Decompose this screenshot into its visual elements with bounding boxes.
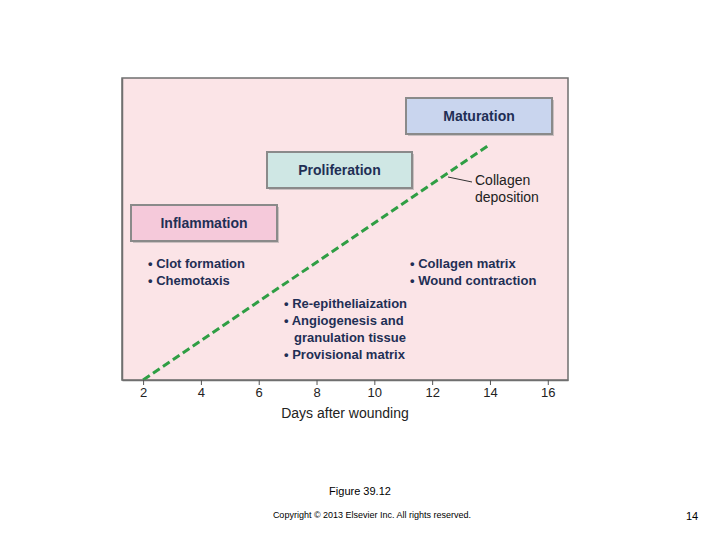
x-tick-label: 8 [313,385,320,400]
x-tick: 6 [256,380,263,400]
phase-box [267,152,412,188]
phase-box [131,205,277,241]
phase-item: • Angiogenesis and [284,313,404,328]
annotations: Inflammation • Clot formation • Chemotaxis… [131,98,554,362]
x-tick: 12 [425,380,439,400]
leader-line [448,177,472,182]
x-tick: 4 [198,380,205,400]
x-axis-title: Days after wounding [281,405,409,421]
collagen-line [143,144,490,380]
phase-item: • Collagen matrix [410,256,516,271]
phase: Inflammation • Clot formation • Chemotaxis [131,205,279,288]
x-axis-line [123,380,569,382]
caption: Figure 39.12 [329,485,391,497]
x-tick-label: 12 [425,385,439,400]
phase: Proliferation • Re-epitheliaization • Angi… [267,152,414,362]
phase-item: • Clot formation [148,256,245,271]
x-tick: 2 [140,380,147,400]
x-axis: 2 4 6 8 10 12 14 16 [123,380,569,400]
y-axis-line [122,79,124,381]
phase-item: granulation tissue [294,330,406,345]
phase-item: • Chemotaxis [148,273,230,288]
y-axis [122,79,123,381]
phase-title: Inflammation [160,215,247,231]
series-label-line: deposition [475,189,539,205]
copyright: Copyright © 2013 Elsevier Inc. All right… [273,510,471,520]
x-tick: 14 [483,380,497,400]
phase-item: • Provisional matrix [284,347,406,362]
x-tick-label: 4 [198,385,205,400]
phase-item: • Re-epitheliaization [284,296,407,311]
series-label-line: Collagen [475,172,530,188]
x-tick-label: 16 [541,385,555,400]
figure: Inflammation • Clot formation • Chemotaxis… [0,0,720,540]
phase-title: Maturation [443,108,515,124]
x-tick: 10 [368,380,382,400]
phase: Maturation • Collagen matrix • Wound contr… [406,98,554,288]
x-tick-label: 6 [256,385,263,400]
x-tick-label: 10 [368,385,382,400]
phase-item: • Wound contraction [410,273,536,288]
phase-title: Proliferation [298,162,380,178]
series-label: Collagendeposition [475,172,539,205]
x-tick-label: 14 [483,385,497,400]
x-tick-label: 2 [140,385,147,400]
x-tick: 16 [541,380,555,400]
phase-box [406,98,552,134]
page-number: 14 [686,510,698,522]
x-tick: 8 [313,380,320,400]
plot-frame [122,78,568,380]
plot-area [143,144,490,380]
